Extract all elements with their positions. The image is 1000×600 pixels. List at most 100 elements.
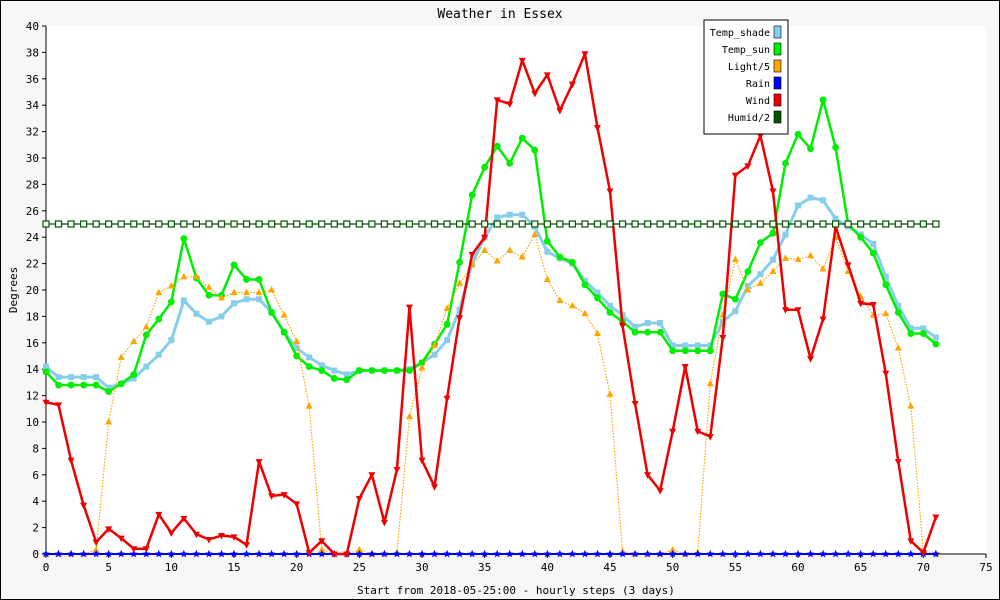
data-point-wind xyxy=(180,515,188,523)
x-tick-label: 35 xyxy=(478,561,491,574)
data-point-rain xyxy=(367,549,376,558)
plot-area xyxy=(46,26,986,554)
data-point-wind xyxy=(293,501,301,508)
data-point-light-5 xyxy=(318,546,326,553)
data-point-rain xyxy=(430,549,439,558)
data-point-humid-2 xyxy=(430,220,439,228)
data-point-wind xyxy=(744,163,752,170)
x-tick-label: 55 xyxy=(729,561,742,574)
data-point-temp-shade xyxy=(243,296,250,303)
data-point-light-5 xyxy=(744,286,752,293)
data-point-temp-sun xyxy=(418,359,426,366)
x-tick-label: 15 xyxy=(227,561,240,574)
y-tick-label: 2 xyxy=(32,522,39,535)
data-point-temp-shade xyxy=(218,313,225,320)
data-point-temp-shade xyxy=(907,325,914,332)
data-point-temp-shade xyxy=(882,273,889,280)
y-tick-label: 30 xyxy=(26,152,39,165)
data-point-rain xyxy=(405,549,414,558)
data-point-wind xyxy=(706,434,714,441)
data-point-rain xyxy=(493,549,502,558)
data-point-rain xyxy=(79,549,88,558)
data-point-wind xyxy=(42,399,50,407)
data-point-light-5 xyxy=(443,304,451,311)
data-point-humid-2 xyxy=(506,220,514,228)
data-point-rain xyxy=(706,549,715,558)
data-point-light-5 xyxy=(405,412,413,420)
x-tick-label: 65 xyxy=(854,561,867,574)
data-point-light-5 xyxy=(217,293,225,301)
data-point-humid-2 xyxy=(318,220,326,228)
data-point-wind xyxy=(493,97,501,104)
data-point-humid-2 xyxy=(731,220,739,228)
data-point-wind xyxy=(669,428,677,436)
data-point-light-5 xyxy=(493,256,501,264)
data-point-humid-2 xyxy=(581,220,589,228)
data-point-humid-2 xyxy=(368,220,376,228)
data-point-humid-2 xyxy=(42,220,50,228)
data-point-wind xyxy=(305,550,313,557)
data-point-temp-sun xyxy=(782,159,789,167)
data-point-humid-2 xyxy=(305,220,313,228)
data-point-light-5 xyxy=(418,363,426,371)
data-point-temp-shade xyxy=(193,310,200,317)
data-point-light-5 xyxy=(92,546,100,553)
data-point-rain xyxy=(643,549,652,558)
data-point-humid-2 xyxy=(105,220,113,228)
data-point-temp-shade xyxy=(68,374,75,381)
data-point-wind xyxy=(205,536,213,544)
x-tick-label: 0 xyxy=(43,561,50,574)
data-point-temp-shade xyxy=(895,302,902,309)
data-point-temp-sun xyxy=(330,375,338,382)
data-point-temp-shade xyxy=(607,302,613,309)
series-rain xyxy=(42,549,940,558)
data-point-rain xyxy=(355,549,364,558)
data-point-humid-2 xyxy=(869,220,877,228)
data-point-humid-2 xyxy=(556,220,564,228)
data-point-light-5 xyxy=(894,344,902,351)
data-point-light-5 xyxy=(669,546,677,553)
data-point-rain xyxy=(392,549,401,558)
data-point-temp-sun xyxy=(631,328,639,336)
data-point-temp-shade xyxy=(431,351,438,358)
data-point-wind xyxy=(794,307,802,314)
data-point-wind xyxy=(681,364,689,371)
y-tick-label: 4 xyxy=(32,495,39,508)
data-point-temp-sun xyxy=(406,367,413,374)
data-point-humid-2 xyxy=(268,220,276,228)
data-point-wind xyxy=(481,234,489,242)
data-point-humid-2 xyxy=(907,220,915,228)
data-point-humid-2 xyxy=(443,220,451,228)
data-point-light-5 xyxy=(167,282,175,289)
data-point-light-5 xyxy=(794,255,802,263)
data-point-temp-sun xyxy=(255,276,263,283)
data-point-rain xyxy=(656,549,665,558)
data-point-temp-sun xyxy=(894,309,902,316)
data-point-light-5 xyxy=(606,390,614,397)
data-point-humid-2 xyxy=(932,220,940,228)
data-point-wind xyxy=(67,457,75,465)
data-point-humid-2 xyxy=(117,220,125,228)
data-point-humid-2 xyxy=(293,220,301,228)
data-point-temp-sun xyxy=(293,352,301,360)
data-point-rain xyxy=(530,549,539,558)
data-point-rain xyxy=(42,549,50,558)
data-point-temp-shade xyxy=(494,214,501,221)
data-point-rain xyxy=(179,549,188,558)
data-point-humid-2 xyxy=(255,220,263,228)
data-point-rain xyxy=(606,549,614,558)
data-point-wind xyxy=(907,538,915,545)
data-point-light-5 xyxy=(180,272,188,280)
data-point-humid-2 xyxy=(79,220,88,228)
data-point-rain xyxy=(192,549,201,558)
data-point-wind xyxy=(80,502,88,510)
data-point-rain xyxy=(204,549,213,558)
data-point-temp-shade xyxy=(143,363,150,370)
data-point-wind xyxy=(694,428,702,436)
data-point-temp-shade xyxy=(920,325,927,332)
data-point-rain xyxy=(768,549,777,558)
data-point-wind xyxy=(844,262,852,269)
chart-title: Weather in Essex xyxy=(437,7,562,22)
data-point-temp-shade xyxy=(130,375,137,382)
